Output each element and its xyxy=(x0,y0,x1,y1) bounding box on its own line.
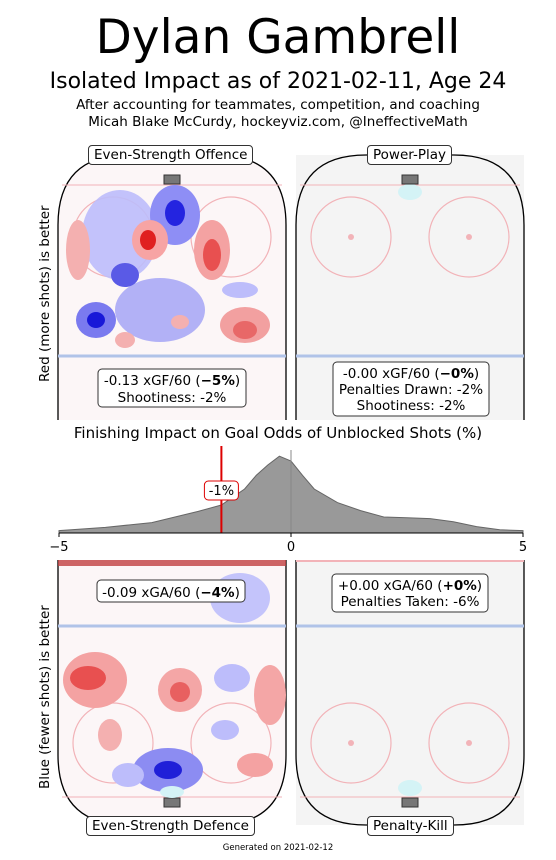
finishing-chart-title: Finishing Impact on Goal Odds of Unblock… xyxy=(73,424,483,442)
ev-offence-shootiness: Shootiness: -2% xyxy=(118,390,227,406)
powerplay-stat-pct: −0% xyxy=(440,366,475,382)
svg-text:-0.00 xGF/60 (−0%): -0.00 xGF/60 (−0%) xyxy=(343,366,479,382)
ev-offence-label: Even-Strength Offence xyxy=(88,145,254,165)
powerplay-shootiness: Shootiness: -2% xyxy=(357,398,466,414)
powerplay-stat-post: ) xyxy=(474,366,479,382)
x-ticks: −5 0 5 xyxy=(49,533,527,555)
penaltykill-penalties-taken: Penalties Taken: -6% xyxy=(341,594,480,610)
caption-line-1: After accounting for teammates, competit… xyxy=(76,97,480,113)
powerplay-penalties-drawn: Penalties Drawn: -2% xyxy=(339,382,483,398)
ev-defence-stat-pre: -0.09 xGA/60 ( xyxy=(102,585,200,601)
finishing-density-chart: -1% −5 0 5 xyxy=(49,446,527,555)
powerplay-stat-pre: -0.00 xGF/60 ( xyxy=(343,366,440,382)
ev-offence-stat-post: ) xyxy=(235,373,240,389)
penaltykill-stat-pre: +0.00 xGA/60 ( xyxy=(338,578,443,594)
ev-offence-rink: -0.13 xGF/60 (−5%) Shootiness: -2% xyxy=(57,154,287,420)
generated-date: Generated on 2021-02-12 xyxy=(222,843,334,853)
svg-text:-0.13 xGF/60 (−5%): -0.13 xGF/60 (−5%) xyxy=(104,373,240,389)
ev-defence-label: Even-Strength Defence xyxy=(86,816,255,836)
x-tick-label: 0 xyxy=(287,540,295,555)
player-name: Dylan Gambrell xyxy=(95,10,461,65)
player-marker-label: -1% xyxy=(203,480,239,501)
svg-text:-0.09 xGA/60 (−4%): -0.09 xGA/60 (−4%) xyxy=(102,585,240,601)
chart-subtitle: Isolated Impact as of 2021-02-11, Age 24 xyxy=(49,69,507,94)
defence-rinks: -0.09 xGA/60 (−4%) +0.00 xGA/60 (+0%) Pe… xyxy=(57,560,525,826)
penaltykill-stat-pct: +0% xyxy=(443,578,478,594)
offence-rinks: -0.13 xGF/60 (−5%) Shootiness: -2% -0.00… xyxy=(57,154,525,420)
caption-line-2: Micah Blake McCurdy, hockeyviz.com, @Ine… xyxy=(88,114,468,130)
svg-text:-1%: -1% xyxy=(209,484,234,499)
svg-text:+0.00 xGA/60 (+0%): +0.00 xGA/60 (+0%) xyxy=(338,578,482,594)
ev-defence-rink: -0.09 xGA/60 (−4%) xyxy=(57,560,287,826)
ev-defence-stat-pct: −4% xyxy=(200,585,235,601)
powerplay-rink: -0.00 xGF/60 (−0%) Penalties Drawn: -2% … xyxy=(295,154,525,420)
chart-caption: After accounting for teammates, competit… xyxy=(0,97,556,131)
penaltykill-label: Penalty-Kill xyxy=(367,816,454,836)
penaltykill-rink: +0.00 xGA/60 (+0%) Penalties Taken: -6% xyxy=(295,560,525,826)
penaltykill-stat-post: ) xyxy=(477,578,482,594)
ev-defence-stat-post: ) xyxy=(235,585,240,601)
ev-offence-stat-pct: −5% xyxy=(201,373,236,389)
ev-offence-stat-pre: -0.13 xGF/60 ( xyxy=(104,373,201,389)
x-tick-label: −5 xyxy=(49,540,68,555)
powerplay-label: Power-Play xyxy=(367,145,452,165)
x-tick-label: 5 xyxy=(519,540,527,555)
